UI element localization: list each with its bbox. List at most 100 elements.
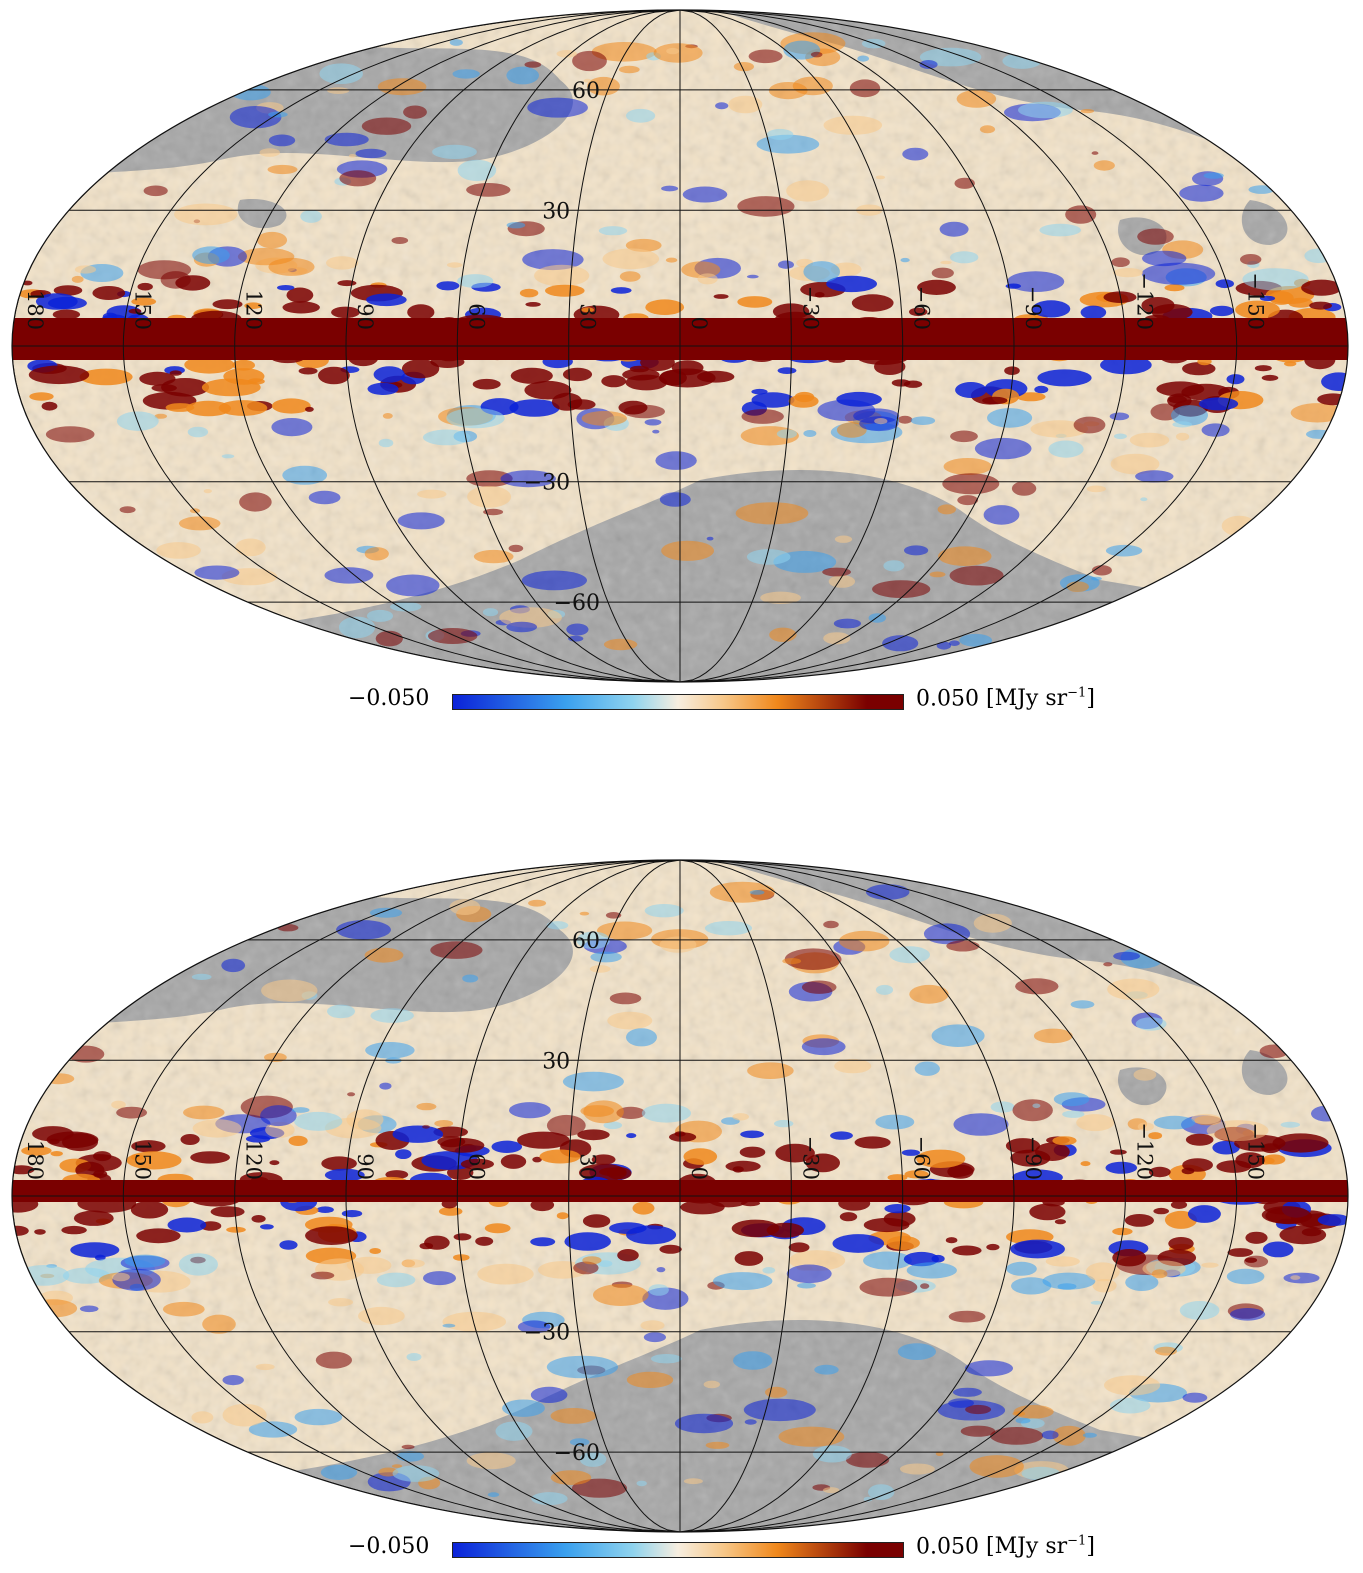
intensity-feature [298,367,318,375]
intensity-feature [434,1120,454,1127]
intensity-feature [378,438,394,448]
intensity-feature [310,1271,335,1280]
intensity-feature [162,1301,205,1317]
intensity-feature [126,1151,182,1170]
intensity-feature [661,185,679,192]
intensity-feature [28,365,90,385]
latitude-label: 60 [572,929,600,954]
intensity-feature [528,899,547,907]
intensity-feature [778,260,794,269]
intensity-feature [221,454,235,459]
intensity-feature [154,413,167,419]
intensity-feature [1093,160,1115,171]
intensity-feature [650,1354,682,1364]
intensity-feature [956,90,997,108]
intensity-feature [1018,101,1073,119]
intensity-feature [453,1233,472,1241]
intensity-feature [950,251,979,264]
intensity-feature [935,1451,944,1457]
intensity-feature [901,1149,921,1156]
intensity-feature [546,921,569,930]
intensity-feature [527,97,588,118]
intensity-feature [532,1156,542,1163]
intensity-feature [324,567,374,584]
intensity-feature [422,1124,430,1129]
intensity-feature [396,1451,424,1462]
intensity-feature [365,1042,415,1059]
intensity-feature [326,256,359,270]
intensity-feature [1151,1269,1168,1279]
intensity-feature [390,601,422,612]
intensity-feature [1004,366,1020,376]
intensity-feature [178,516,221,531]
intensity-feature [665,257,678,263]
intensity-feature [392,1465,440,1482]
intensity-feature [910,416,936,426]
intensity-feature [457,159,497,182]
intensity-feature [851,294,894,312]
intensity-feature [987,408,1033,428]
longitude-label: 150 [130,1140,154,1180]
intensity-feature [477,1263,534,1285]
intensity-feature [137,282,153,291]
intensity-feature [1042,1272,1096,1290]
intensity-feature [1053,1092,1090,1107]
intensity-feature [1052,1136,1077,1146]
meridian-line [679,860,904,1532]
intensity-feature [1103,291,1137,304]
intensity-feature [29,1299,78,1318]
intensity-feature [803,261,840,283]
intensity-feature [277,285,295,291]
intensity-feature [361,117,412,135]
intensity-feature [577,1129,610,1141]
intensity-feature [845,1451,890,1468]
intensity-feature [889,946,930,964]
longitude-label: −60 [910,286,934,330]
intensity-feature [392,1125,444,1143]
intensity-feature [1112,1249,1147,1267]
intensity-feature [715,102,729,110]
intensity-feature [192,246,230,264]
intensity-feature [187,426,209,438]
intensity-feature [929,571,946,578]
intensity-feature [897,1343,937,1360]
intensity-feature [713,294,729,299]
intensity-feature [931,1024,985,1047]
intensity-feature [348,154,356,158]
intensity-feature [641,1103,692,1123]
intensity-feature [674,1413,734,1434]
intensity-feature [1033,1028,1073,1044]
intensity-feature [582,1256,602,1265]
latitude-label: 30 [542,199,570,224]
intensity-feature [401,359,440,379]
intensity-feature [990,1427,1044,1445]
intensity-feature [1226,374,1245,385]
intensity-feature [1259,1044,1289,1059]
intensity-feature [766,1222,804,1238]
intensity-feature [324,1168,365,1182]
intensity-feature [797,1282,816,1289]
intensity-feature [212,299,243,310]
intensity-feature [863,1217,910,1233]
lower-map: 60 30 −30 −60 180 150 120 90 60 30 0 −30 −60 −90 −120 −… [11,859,1349,1533]
intensity-feature [917,279,956,295]
intensity-feature [832,1234,885,1253]
intensity-feature [386,574,440,597]
intensity-feature [572,50,607,72]
intensity-feature [260,1224,274,1230]
intensity-feature [369,1248,382,1254]
intensity-feature [744,1419,757,1425]
intensity-feature [590,951,622,963]
meridian-line [679,10,792,682]
intensity-feature [582,1214,611,1228]
intensity-feature [625,374,668,391]
intensity-feature [524,61,542,68]
intensity-feature [442,1323,456,1328]
intensity-feature [1107,978,1160,1001]
intensity-feature [617,1249,639,1262]
intensity-feature [440,1138,485,1153]
intensity-feature [618,65,640,74]
intensity-feature [550,1470,592,1485]
intensity-feature [733,62,755,72]
intensity-feature [111,1272,130,1282]
